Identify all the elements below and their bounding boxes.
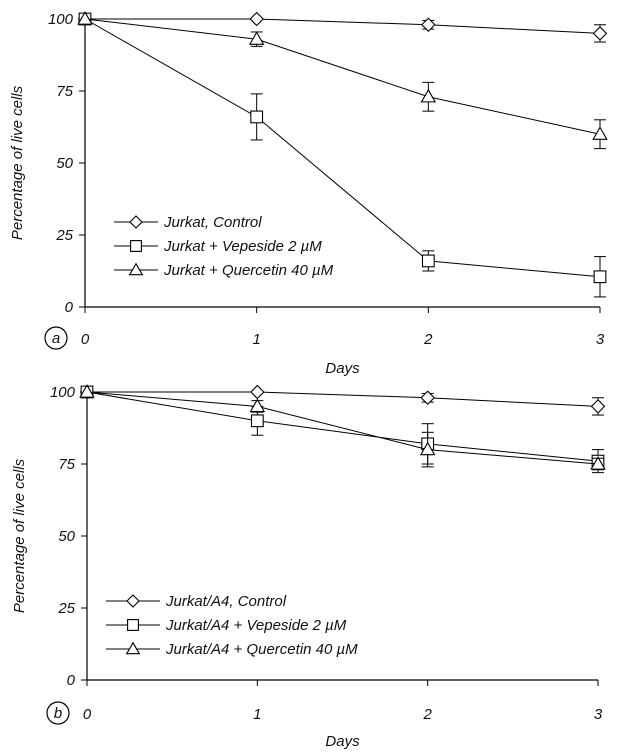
legend-marker-square (127, 619, 139, 631)
series-diamond (79, 384, 606, 416)
y-tick-label: 100 (50, 384, 76, 401)
legend-marker-triangle (125, 641, 141, 655)
y-tick-label: 50 (58, 528, 75, 545)
legend: Jurkat, Control Jurkat + Vepeside 2 µM Jur… (114, 214, 334, 279)
x-tick-label: 0 (81, 331, 90, 348)
legend-label: Jurkat/A4 + Vepeside 2 µM (165, 617, 347, 634)
y-tick-label: 50 (56, 155, 73, 172)
y-tick-label: 0 (67, 672, 76, 689)
y-tick-label: 100 (48, 11, 74, 28)
legend-label: Jurkat + Quercetin 40 µM (163, 262, 334, 279)
data-point-triangle (79, 384, 95, 398)
legend-marker-triangle (128, 262, 144, 276)
data-point-triangle (419, 441, 436, 456)
y-tick-label: 0 (65, 299, 74, 316)
x-tick-label: 2 (423, 331, 433, 348)
series-line (84, 18, 601, 135)
data-point-diamond (592, 26, 608, 41)
series-line (86, 391, 599, 465)
x-tick-label: 3 (596, 331, 605, 348)
series-line (87, 391, 599, 407)
series-triangle (77, 11, 608, 150)
chart-panel-b: 0 25 50 75 100 0 1 2 3 Days Percentage of live cel… (11, 384, 606, 750)
panel-label: a (52, 330, 60, 347)
legend-label: Jurkat/A4, Control (165, 593, 287, 610)
y-tick-label: 25 (55, 227, 73, 244)
data-point-diamond (420, 390, 435, 406)
panel-label: b (54, 705, 62, 722)
legend-label: Jurkat/A4 + Quercetin 40 µM (165, 641, 358, 658)
series-line (84, 18, 601, 278)
data-point-diamond (590, 399, 606, 414)
panel-label-circle (44, 326, 68, 350)
y-tick-label: 75 (58, 456, 75, 473)
data-point-triangle (249, 398, 266, 413)
data-point-square (593, 270, 607, 284)
data-point-square (250, 414, 264, 428)
x-tick-label: 1 (253, 706, 261, 723)
x-tick-label: 0 (83, 706, 92, 723)
series-square (78, 12, 607, 298)
y-axis-title: Percentage of live cells (9, 85, 26, 240)
legend-marker-diamond (126, 594, 140, 608)
y-axis-title: Percentage of live cells (11, 458, 28, 613)
x-axis-title: Days (325, 360, 360, 377)
x-tick-label: 3 (594, 706, 603, 723)
data-point-triangle (592, 126, 608, 140)
x-tick-label: 2 (422, 706, 432, 723)
y-tick-label: 25 (57, 600, 75, 617)
x-tick-label: 1 (252, 331, 260, 348)
y-tick-label: 75 (56, 83, 73, 100)
series-line (86, 391, 599, 462)
legend-marker-diamond (129, 215, 143, 229)
legend-label: Jurkat + Vepeside 2 µM (163, 238, 322, 255)
data-point-triangle (420, 88, 437, 103)
panel-label-circle (46, 701, 70, 725)
series-square (80, 385, 605, 474)
data-point-diamond (250, 384, 265, 400)
data-point-diamond (421, 17, 436, 33)
data-point-square (421, 254, 435, 268)
data-point-triangle (248, 31, 265, 45)
data-point-triangle (590, 456, 606, 470)
data-point-diamond (249, 11, 264, 27)
legend-label: Jurkat, Control (163, 214, 262, 231)
data-point-square (250, 110, 264, 124)
legend-marker-square (130, 240, 142, 252)
data-point-triangle (77, 11, 93, 25)
legend: Jurkat/A4, Control Jurkat/A4 + Vepeside 2… (106, 593, 358, 658)
x-axis-title: Days (325, 733, 360, 750)
series-triangle (79, 384, 606, 471)
chart-panel-a: 0 25 50 75 100 0 1 2 3 Days Percentage of live cel… (9, 11, 608, 377)
series-line (85, 18, 601, 34)
